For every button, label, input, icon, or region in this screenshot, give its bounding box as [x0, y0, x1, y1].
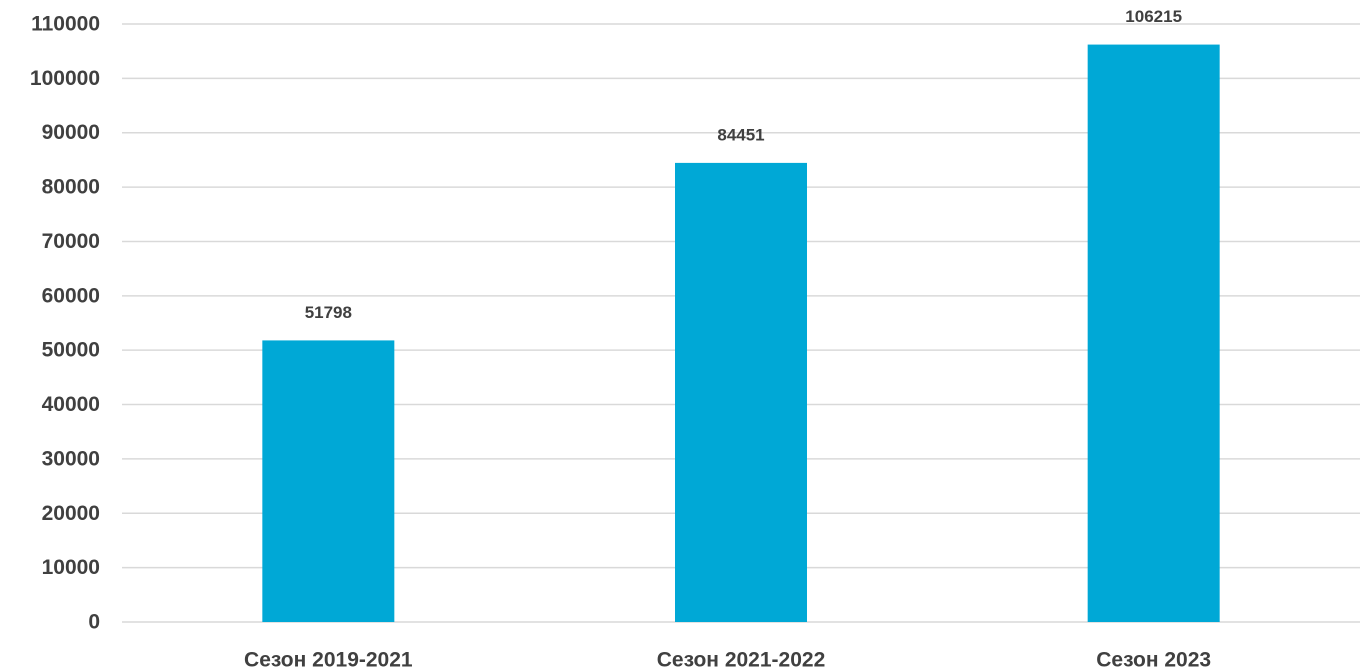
y-tick-label: 70000 — [42, 230, 100, 253]
x-category-label: Сезон 2019-2021 — [244, 649, 413, 672]
data-label: 51798 — [305, 303, 352, 322]
x-category-label: Сезон 2021-2022 — [657, 649, 826, 672]
y-axis-tick-labels: 0 10000 20000 30000 40000 50000 60000 70000 8000… — [30, 13, 100, 634]
y-tick-label: 50000 — [42, 339, 100, 362]
y-tick-label: 90000 — [42, 121, 100, 144]
bars — [262, 44, 1220, 622]
data-labels: 51798 84451 106215 — [305, 7, 1182, 322]
y-tick-label: 60000 — [42, 284, 100, 307]
bar — [262, 340, 395, 622]
y-tick-label: 20000 — [42, 502, 100, 525]
y-tick-label: 80000 — [42, 176, 100, 199]
x-category-label: Сезон 2023 — [1096, 649, 1211, 672]
y-tick-label: 40000 — [42, 393, 100, 416]
y-tick-label: 100000 — [30, 67, 100, 90]
data-label: 106215 — [1125, 7, 1182, 26]
y-tick-label: 0 — [88, 611, 100, 634]
y-tick-label: 30000 — [42, 447, 100, 470]
y-tick-label: 110000 — [31, 13, 100, 36]
data-label: 84451 — [717, 125, 764, 144]
bar — [675, 162, 807, 622]
x-axis-category-labels: Сезон 2019-2021 Сезон 2021-2022 Сезон 2023 — [244, 649, 1211, 672]
y-tick-label: 10000 — [42, 556, 100, 579]
bar — [1087, 44, 1220, 622]
